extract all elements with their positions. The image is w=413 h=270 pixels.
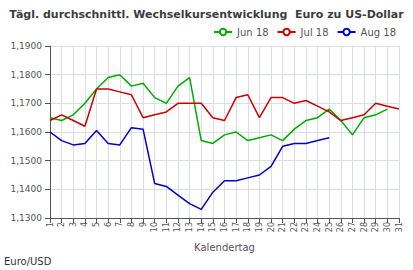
svg-text:17: 17 bbox=[232, 222, 241, 232]
svg-text:1,1500: 1,1500 bbox=[11, 156, 43, 166]
svg-text:28: 28 bbox=[360, 222, 369, 232]
svg-text:30: 30 bbox=[383, 222, 392, 232]
svg-text:20: 20 bbox=[267, 222, 276, 232]
svg-text:25: 25 bbox=[325, 222, 334, 232]
svg-text:19: 19 bbox=[255, 222, 264, 232]
svg-text:27: 27 bbox=[348, 222, 357, 232]
svg-text:26: 26 bbox=[336, 222, 345, 232]
svg-text:7: 7 bbox=[115, 222, 124, 227]
svg-text:5: 5 bbox=[92, 222, 101, 227]
svg-text:22: 22 bbox=[290, 222, 299, 232]
svg-text:1,1700: 1,1700 bbox=[11, 98, 43, 108]
svg-text:3: 3 bbox=[69, 222, 78, 227]
svg-text:9: 9 bbox=[139, 222, 148, 227]
svg-text:Aug 18: Aug 18 bbox=[361, 27, 396, 38]
svg-text:12: 12 bbox=[173, 222, 182, 232]
svg-text:16: 16 bbox=[220, 222, 229, 232]
svg-text:4: 4 bbox=[80, 222, 89, 227]
svg-text:6: 6 bbox=[104, 222, 113, 227]
svg-text:1,1300: 1,1300 bbox=[11, 213, 43, 223]
svg-text:21: 21 bbox=[278, 222, 287, 232]
svg-text:10: 10 bbox=[150, 222, 159, 232]
svg-text:1,1900: 1,1900 bbox=[11, 41, 43, 51]
svg-text:Jun 18: Jun 18 bbox=[236, 27, 269, 38]
svg-text:Euro/USD: Euro/USD bbox=[4, 256, 52, 267]
svg-text:15: 15 bbox=[208, 222, 217, 232]
svg-text:14: 14 bbox=[197, 222, 206, 232]
svg-text:13: 13 bbox=[185, 222, 194, 232]
svg-text:Kalendertag: Kalendertag bbox=[194, 242, 255, 253]
svg-text:Jul 18: Jul 18 bbox=[300, 27, 329, 38]
svg-text:24: 24 bbox=[313, 222, 322, 232]
svg-text:1,1600: 1,1600 bbox=[11, 127, 43, 137]
svg-text:8: 8 bbox=[127, 222, 136, 227]
svg-text:2: 2 bbox=[57, 222, 66, 227]
svg-text:18: 18 bbox=[243, 222, 252, 232]
svg-text:1,1800: 1,1800 bbox=[11, 70, 43, 80]
svg-text:1,1400: 1,1400 bbox=[11, 184, 43, 194]
svg-text:Tägl. durchschnittl. Wechselku: Tägl. durchschnittl. Wechselkursentwickl… bbox=[9, 8, 404, 21]
svg-text:23: 23 bbox=[301, 222, 310, 232]
svg-text:11: 11 bbox=[162, 222, 171, 232]
svg-text:1: 1 bbox=[46, 222, 55, 227]
svg-text:29: 29 bbox=[371, 222, 380, 232]
svg-text:31: 31 bbox=[395, 222, 404, 232]
